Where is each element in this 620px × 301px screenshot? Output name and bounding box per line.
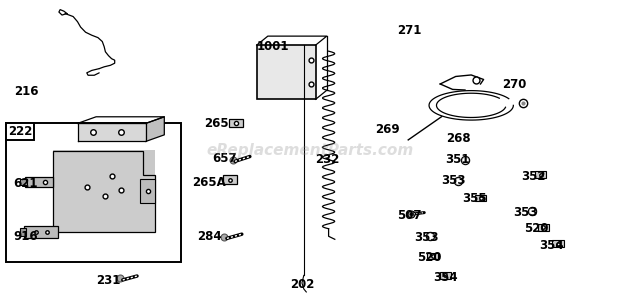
Text: 351: 351	[445, 153, 470, 166]
Bar	[24, 226, 58, 238]
Bar	[257, 45, 316, 99]
Text: 265: 265	[205, 117, 229, 130]
Bar	[538, 224, 549, 231]
Text: 621: 621	[14, 177, 38, 190]
Text: 352: 352	[521, 169, 546, 183]
Bar	[535, 171, 546, 178]
Text: 222: 222	[7, 125, 32, 138]
Text: eReplacementParts.com: eReplacementParts.com	[206, 143, 414, 158]
Text: 265A: 265A	[192, 175, 226, 189]
Text: 232: 232	[315, 153, 339, 166]
Bar	[229, 119, 243, 127]
Text: 353: 353	[513, 206, 538, 219]
Text: 354: 354	[433, 271, 458, 284]
Text: 231: 231	[96, 274, 120, 287]
Text: 353: 353	[441, 174, 466, 187]
Bar	[20, 228, 26, 236]
Bar	[25, 177, 53, 187]
Text: 216: 216	[14, 85, 38, 98]
Text: 270: 270	[502, 78, 526, 91]
Text: 269: 269	[375, 123, 400, 136]
Polygon shape	[53, 150, 155, 232]
Text: 268: 268	[446, 132, 471, 145]
Text: 284: 284	[197, 230, 222, 243]
Bar	[6, 123, 181, 262]
Text: 355: 355	[462, 192, 487, 205]
Bar	[223, 175, 237, 184]
Text: 507: 507	[397, 209, 422, 222]
Bar	[440, 272, 451, 279]
Bar	[78, 123, 146, 141]
Bar	[552, 240, 564, 247]
Text: 354: 354	[539, 239, 564, 252]
Text: 353: 353	[414, 231, 439, 244]
Text: 202: 202	[290, 278, 314, 291]
Text: 520: 520	[524, 222, 549, 235]
Polygon shape	[146, 117, 164, 141]
Bar	[427, 253, 438, 259]
Text: 1001: 1001	[257, 40, 289, 53]
Bar	[53, 150, 155, 232]
Bar	[140, 179, 155, 203]
Text: 657: 657	[212, 151, 237, 165]
Bar	[20, 179, 27, 185]
Text: 520: 520	[417, 251, 441, 264]
Bar	[475, 195, 486, 201]
Text: 916: 916	[14, 230, 38, 243]
Text: 271: 271	[397, 23, 421, 37]
